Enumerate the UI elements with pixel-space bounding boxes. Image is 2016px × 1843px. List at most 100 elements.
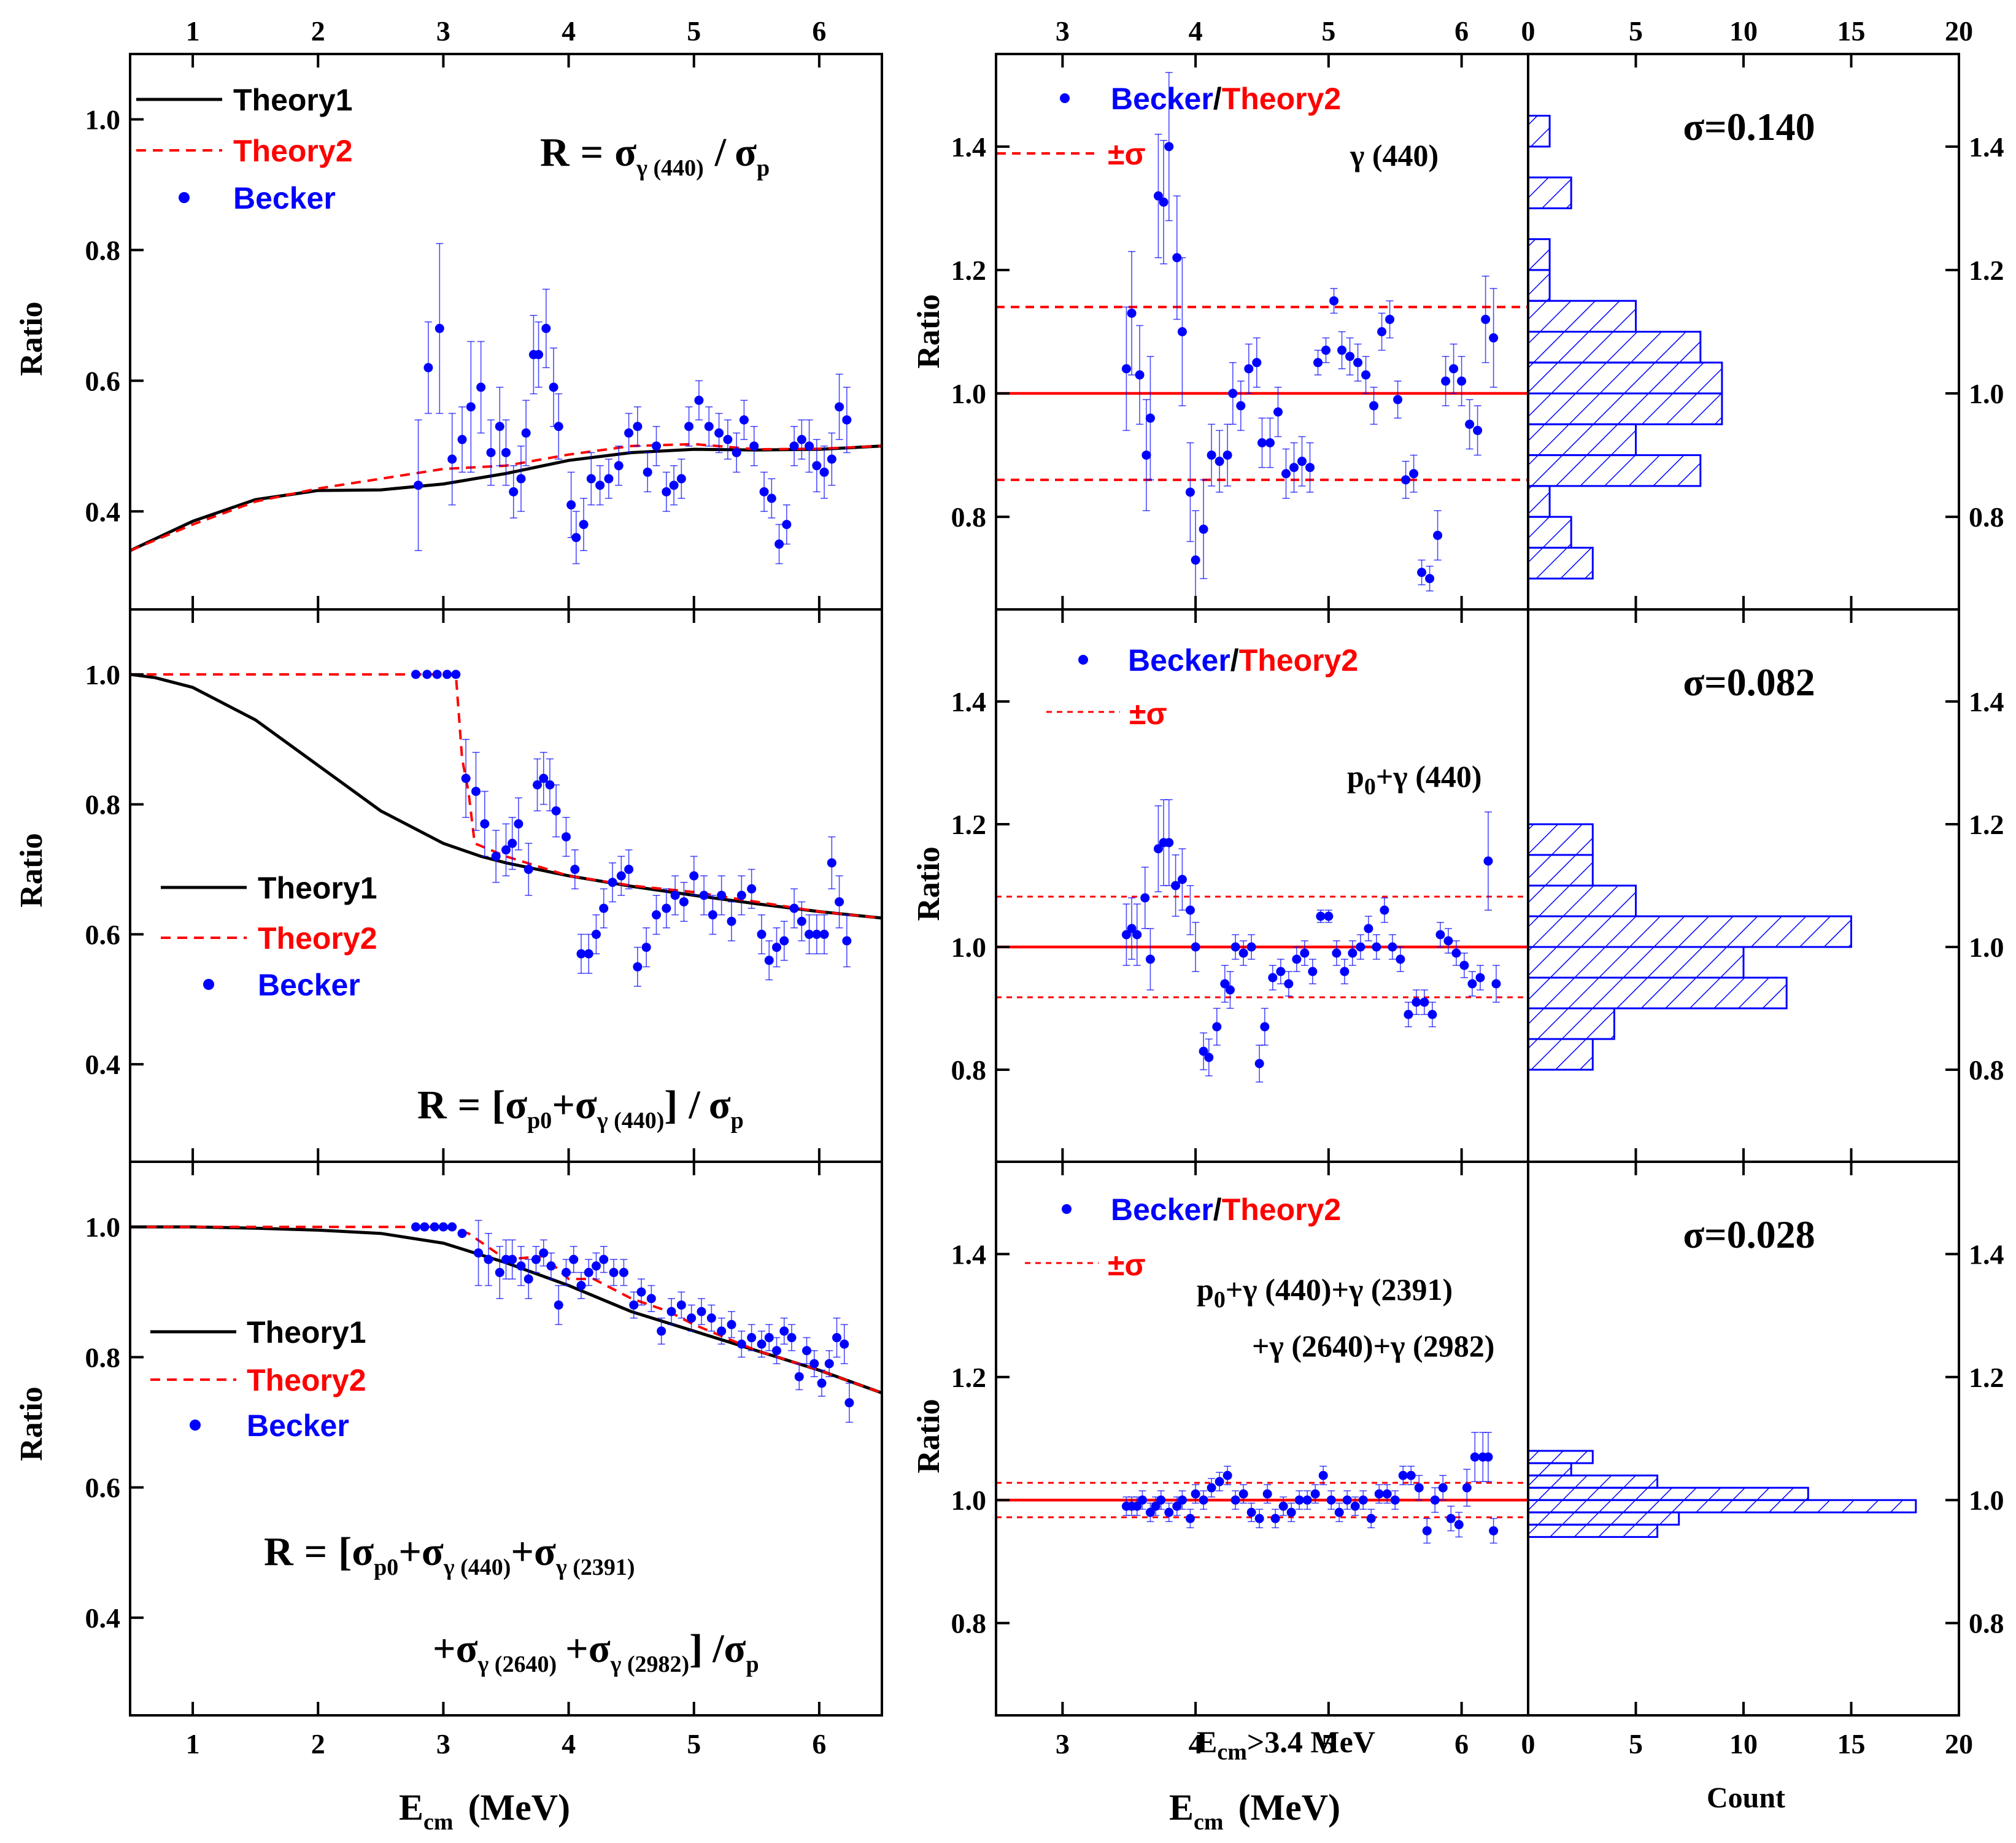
x-tick-label: 1 [186, 1728, 200, 1760]
data-point [802, 1346, 811, 1356]
legend-becker-marker [203, 979, 214, 990]
data-point [571, 533, 581, 543]
data-point [684, 422, 694, 431]
data-point [652, 441, 661, 451]
data-point [723, 435, 733, 444]
data-point [842, 936, 852, 946]
data-point [633, 422, 643, 431]
legend-theory1-label: Theory1 [247, 1315, 366, 1350]
y-tick-label: 0.6 [85, 1472, 121, 1504]
data-point [430, 1222, 439, 1232]
data-point [809, 1359, 819, 1369]
data-point [1449, 364, 1459, 374]
data-point [1419, 997, 1429, 1007]
x-tick-label: 3 [436, 1728, 450, 1760]
histogram-bar [1527, 361, 1723, 395]
data-point [1369, 401, 1379, 411]
data-point [562, 832, 571, 842]
data-point [764, 1333, 774, 1343]
data-point [1236, 401, 1246, 411]
data-point [457, 1229, 467, 1238]
data-point [1230, 942, 1240, 952]
theory1-curve [130, 673, 882, 920]
y-tick-label: 0.8 [85, 789, 121, 821]
data-point [1324, 911, 1334, 921]
histogram-bar [1527, 238, 1551, 271]
data-point [466, 402, 476, 412]
legend-becker-marker [179, 192, 190, 203]
histogram-bar [1527, 516, 1572, 549]
data-point [1318, 1470, 1328, 1480]
annotation-mid-bot-line1: p0+γ (440)+γ (2391) [1197, 1272, 1453, 1313]
series-group-mid-top [1121, 72, 1499, 609]
data-point [614, 461, 624, 471]
data-point [1446, 1513, 1456, 1523]
legend-sigma-label: ±σ [1129, 697, 1167, 731]
x-tick-label: 4 [562, 15, 576, 47]
data-point [554, 1300, 563, 1310]
data-point [789, 441, 799, 451]
data-point [797, 916, 806, 926]
data-point [1481, 314, 1491, 324]
data-point [1345, 352, 1355, 361]
plots-layer: 0.4 0.6 0.8 1.0 1 2 3 4 5 6 0.4 0.6 0.8 1.0 0.4 0.6 0.8 1… [85, 15, 2004, 1760]
ylabel-left-top: Ratio [14, 301, 49, 376]
x-tick-label: 5 [687, 15, 701, 47]
data-point [1294, 1495, 1304, 1505]
data-point [1467, 979, 1477, 989]
data-point [1483, 1452, 1493, 1462]
data-point [779, 1326, 789, 1336]
series-group-left-top [130, 242, 882, 565]
data-point [704, 422, 714, 431]
data-point [805, 929, 814, 939]
legend-theory2-label: Theory2 [258, 921, 377, 956]
y-tick-label: 1.0 [951, 1485, 987, 1516]
data-point [1278, 1501, 1288, 1511]
data-point [1246, 942, 1256, 952]
y-tick-label: 0.8 [1969, 1054, 2004, 1086]
data-point [509, 487, 519, 496]
data-point [1145, 954, 1155, 964]
data-point [1374, 1489, 1384, 1499]
x-tick-label: 15 [1837, 1728, 1866, 1760]
data-point [1207, 1483, 1216, 1493]
x-tick-label: 10 [1729, 1728, 1758, 1760]
y-tick-label: 0.8 [1969, 1608, 2004, 1639]
data-point [1358, 1495, 1368, 1505]
histogram-bar [1527, 1499, 1917, 1513]
data-point [1398, 1470, 1408, 1480]
data-point [1438, 1483, 1448, 1493]
data-point [624, 428, 634, 438]
y-tick-label: 1.4 [1969, 131, 2004, 163]
data-point [669, 481, 679, 490]
data-point [1177, 327, 1187, 336]
data-point [576, 1281, 586, 1291]
data-point [1385, 314, 1395, 324]
data-point [447, 1222, 457, 1232]
y-tick-label: 0.4 [85, 496, 121, 527]
y-tick-label: 1.2 [1969, 809, 2004, 840]
data-point [757, 929, 767, 939]
x-tick-label: 6 [812, 15, 826, 47]
data-point [819, 929, 829, 939]
y-tick-label: 1.0 [1969, 932, 2004, 963]
histogram-bar [1527, 392, 1723, 425]
sigma-label: σ=0.140 [1683, 105, 1815, 149]
y-tick-label: 1.0 [1969, 378, 2004, 409]
data-point [662, 903, 671, 913]
data-point [727, 916, 736, 926]
data-point [1185, 487, 1195, 497]
data-point [666, 1307, 676, 1316]
x-tick-label: 2 [311, 1728, 325, 1760]
data-point [772, 1346, 781, 1356]
data-point [772, 943, 781, 952]
data-point [1159, 197, 1168, 207]
data-point [697, 1307, 706, 1316]
histogram-bar [1527, 915, 1852, 948]
legend-theory2-label: Theory2 [233, 134, 353, 168]
data-point [514, 819, 523, 829]
data-point [1215, 1477, 1224, 1486]
legend-theory1-label: Theory1 [258, 871, 377, 905]
x-tick-label: 4 [562, 1728, 576, 1760]
histogram-bar [1527, 1486, 1809, 1501]
